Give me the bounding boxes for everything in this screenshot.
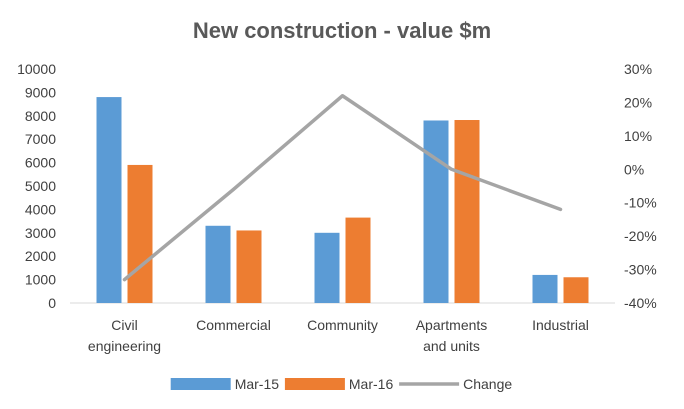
bar-mar-16 [563, 277, 589, 303]
category-label: Industrial [532, 317, 589, 333]
y-left-tick-label: 3000 [25, 225, 56, 241]
legend-label-mar-15: Mar-15 [235, 376, 280, 392]
legend-swatch-mar-16 [284, 378, 345, 390]
line-change [122, 93, 563, 282]
y-left-tick-label: 0 [48, 295, 56, 311]
y-left-tick-label: 1000 [25, 272, 56, 288]
bars [96, 97, 589, 304]
bar-mar-15 [532, 274, 558, 303]
y-left-tick-label: 5000 [25, 178, 56, 194]
y-right-tick-label: -40% [624, 295, 657, 311]
y-right-tick-label: -20% [624, 228, 657, 244]
bar-mar-15 [423, 120, 449, 303]
y-right-tick-label: -30% [624, 262, 657, 278]
legend: Mar-15 Mar-16 Change [170, 376, 512, 392]
y-right-tick-label: 20% [624, 94, 652, 110]
bar-mar-16 [127, 164, 153, 303]
y-left-tick-label: 6000 [25, 155, 56, 171]
bar-mar-16 [454, 120, 480, 304]
y-right-tick-label: -10% [624, 195, 657, 211]
legend-swatch-mar-15 [170, 378, 231, 390]
category-labels: Civil engineering Commercial Community Apart… [88, 317, 589, 354]
legend-label-change: Change [463, 376, 512, 392]
category-label: Community [307, 317, 378, 333]
category-label: Commercial [196, 317, 271, 333]
y-left-tick-label: 8000 [25, 108, 56, 124]
y-right-tick-label: 0% [624, 161, 644, 177]
bar-mar-16 [236, 230, 262, 303]
bar-mar-15 [96, 97, 122, 303]
bar-mar-15 [314, 232, 340, 303]
legend-label-mar-16: Mar-16 [349, 376, 394, 392]
y-left-tick-label: 9000 [25, 84, 56, 100]
bar-mar-16 [345, 217, 371, 303]
y-right-tick-label: 10% [624, 128, 652, 144]
category-label: and units [423, 338, 480, 354]
category-label: Civil [111, 317, 137, 333]
bar-mar-15 [205, 225, 231, 303]
axes: 0 1000 2000 3000 4000 5000 6000 7000 8000 9000 100… [17, 61, 657, 311]
change-line [122, 93, 563, 282]
category-label: Apartments [416, 317, 488, 333]
y-right-tick-label: 30% [624, 61, 652, 77]
y-left-tick-label: 10000 [17, 61, 56, 77]
chart-title: New construction - value $m [193, 18, 491, 43]
y-left-tick-label: 2000 [25, 248, 56, 264]
y-left-tick-label: 4000 [25, 201, 56, 217]
y-left-tick-label: 7000 [25, 131, 56, 147]
category-label: engineering [88, 338, 161, 354]
